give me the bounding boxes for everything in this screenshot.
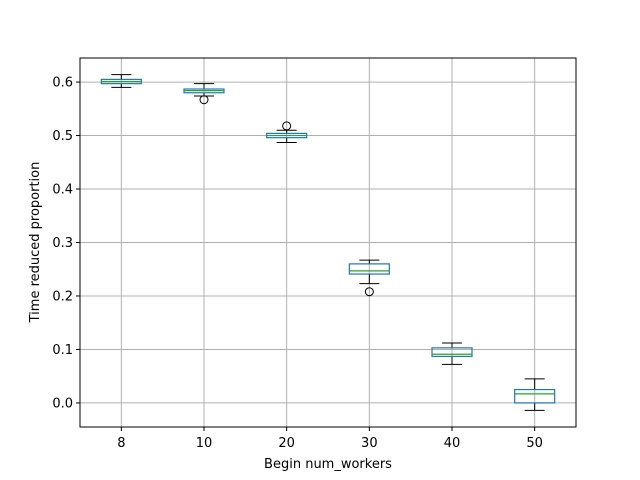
x-tick-label: 20 [278,436,295,451]
y-tick-label: 0.2 [52,289,73,304]
box-group-40 [431,342,473,365]
box-group-8 [100,74,142,88]
x-tick-label: 8 [117,436,125,451]
y-tick-label: 0.6 [52,76,73,91]
iqr-box [348,263,390,275]
iqr-box [431,347,473,358]
grid-layer [80,58,576,427]
box-layer [100,74,556,411]
box-group-10 [183,83,225,105]
x-tick-label: 10 [196,436,213,451]
box-group-30 [348,259,390,297]
x-tick-label: 50 [526,436,543,451]
outlier-point [282,121,292,131]
y-tick-label: 0.5 [52,129,73,144]
x-tick-label: 30 [361,436,378,451]
outlier-point [364,287,374,297]
y-tick-label: 0.4 [52,183,73,198]
y-tick-label: 0.3 [52,236,73,251]
y-tick-label: 0.0 [52,396,73,411]
iqr-box [514,388,556,404]
y-axis-label: Time reduced proportion [28,162,43,324]
x-axis-label: Begin num_workers [264,457,392,472]
box-group-20 [266,121,308,143]
tick-layer: 0.0 0.1 0.2 0.3 0.4 0.5 0.6 8 10 20 30 40 50 [52,76,543,451]
x-tick-label: 40 [444,436,461,451]
y-tick-label: 0.1 [52,343,73,358]
outlier-point [199,95,209,105]
box-group-50 [514,378,556,411]
